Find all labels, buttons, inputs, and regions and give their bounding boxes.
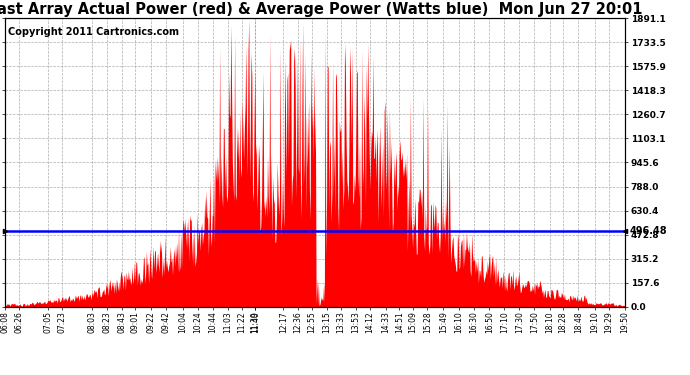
Text: 496.48: 496.48 [629,226,667,236]
Text: 496.48: 496.48 [0,226,1,236]
Text: Copyright 2011 Cartronics.com: Copyright 2011 Cartronics.com [8,27,179,37]
Text: East Array Actual Power (red) & Average Power (Watts blue)  Mon Jun 27 20:01: East Array Actual Power (red) & Average … [0,2,643,17]
